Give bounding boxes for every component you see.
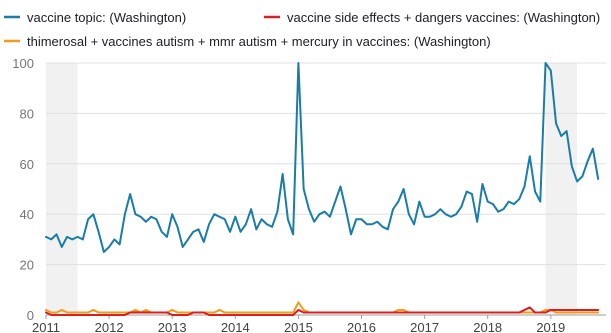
x-tick-label: 2016	[347, 320, 376, 333]
y-tick-label: 60	[20, 157, 34, 172]
series-line-1	[45, 306, 600, 316]
series-lines	[45, 62, 600, 316]
legend-item-vaccine-topic[interactable]: vaccine topic: (Washington)	[4, 10, 186, 25]
x-tick-label: 2013	[158, 320, 187, 333]
legend-label: thimerosal + vaccines autism + mmr autis…	[27, 34, 491, 49]
x-axis-ticks: 2011 2012 2013 2014 2015 2016 2017 2018 2019	[32, 315, 565, 333]
x-tick-label: 2018	[473, 320, 502, 333]
x-tick-label: 2014	[221, 320, 250, 333]
legend: vaccine topic: (Washington) vaccine side…	[4, 10, 600, 49]
shaded-period	[46, 63, 78, 315]
series-line-2	[45, 301, 600, 314]
x-tick-label: 2012	[95, 320, 124, 333]
gridlines	[46, 62, 606, 316]
legend-item-side-effects[interactable]: vaccine side effects + dangers vaccines:…	[264, 10, 600, 25]
legend-item-thimerosal[interactable]: thimerosal + vaccines autism + mmr autis…	[4, 34, 491, 49]
x-tick-label: 2011	[32, 320, 60, 333]
y-tick-label: 100	[12, 56, 34, 71]
y-tick-label: 0	[27, 308, 34, 323]
y-tick-label: 80	[20, 106, 34, 121]
legend-label: vaccine topic: (Washington)	[27, 10, 186, 25]
shaded-periods	[46, 63, 578, 315]
series-line-0	[45, 62, 600, 253]
y-tick-label: 20	[20, 258, 34, 273]
x-tick-label: 2015	[284, 320, 313, 333]
y-tick-label: 40	[20, 207, 34, 222]
y-axis-ticks: 0 20 40 60 80 100	[12, 56, 34, 323]
shaded-period	[545, 63, 578, 315]
legend-label: vaccine side effects + dangers vaccines:…	[287, 10, 600, 25]
x-tick-label: 2017	[410, 320, 439, 333]
x-tick-label: 2019	[536, 320, 565, 333]
